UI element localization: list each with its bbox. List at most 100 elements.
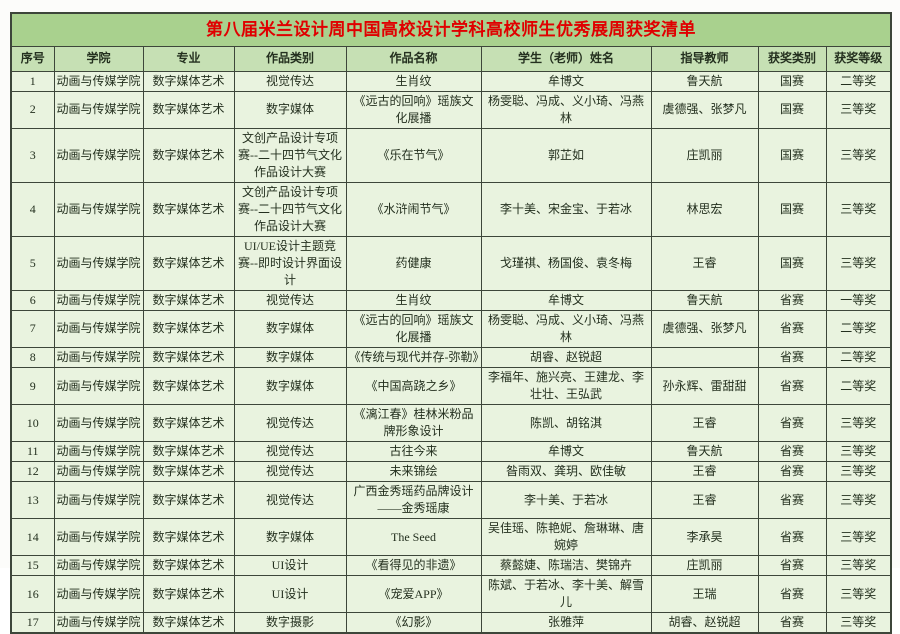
cell-major: 数字媒体艺术 (142, 90, 235, 129)
table-row: 7 动画与传媒学院 数字媒体艺术 数字媒体 《远古的回响》瑶族文化展播 杨雯聪、冯成、义小… (10, 309, 892, 348)
cell-students: 牟博文 (480, 70, 652, 92)
cell-major: 数字媒体艺术 (142, 575, 235, 614)
cell-award_type: 省赛 (757, 441, 827, 463)
cell-category: 数字媒体 (233, 346, 347, 369)
cell-award_level: 三等奖 (825, 518, 892, 557)
cell-college: 动画与传媒学院 (53, 575, 144, 614)
cell-work: 《幻影》 (345, 612, 482, 634)
table-row: 5 动画与传媒学院 数字媒体艺术 UI/UE设计主题竞赛--即时设计界面设计 药健康 戈瑾… (10, 235, 892, 291)
spreadsheet-page: 第八届米兰设计周中国高校设计学科高校师生优秀展周获奖清单 序号 学院 专业 作品类别作… (10, 12, 893, 634)
cell-work: 《宠爱APP》 (345, 575, 482, 614)
cell-category: 数字媒体 (233, 309, 347, 348)
cell-college: 动画与传媒学院 (53, 441, 144, 463)
cell-award_type: 省赛 (757, 575, 827, 614)
cell-award_level: 三等奖 (825, 555, 892, 577)
cell-major: 数字媒体艺术 (142, 346, 235, 369)
cell-award_type: 省赛 (757, 289, 827, 311)
cell-award_type: 省赛 (757, 481, 827, 520)
cell-no: 9 (10, 366, 55, 406)
cell-no: 16 (10, 575, 55, 614)
table-row: 9 动画与传媒学院 数字媒体艺术 数字媒体 《中国高跷之乡》 李福年、施兴亮、王建龙、李壮… (10, 366, 892, 406)
cell-award_type: 省赛 (757, 461, 827, 483)
cell-advisor: 王睿 (650, 235, 759, 291)
award-list-table: 第八届米兰设计周中国高校设计学科高校师生优秀展周获奖清单 序号 学院 专业 作品类别作… (10, 12, 893, 634)
cell-major: 数字媒体艺术 (142, 181, 235, 237)
cell-award_type: 省赛 (757, 366, 827, 406)
table-row: 11 动画与传媒学院 数字媒体艺术 视觉传达 古往今来 牟博文 鲁天航 省赛 三等奖 (10, 441, 892, 463)
cell-award_level: 二等奖 (825, 366, 892, 406)
cell-advisor: 王睿 (650, 481, 759, 520)
cell-students: 郭芷如 (480, 127, 652, 183)
cell-college: 动画与传媒学院 (53, 366, 144, 406)
page-title: 第八届米兰设计周中国高校设计学科高校师生优秀展周获奖清单 (10, 12, 892, 47)
cell-advisor: 鲁天航 (650, 70, 759, 92)
cell-award_level: 三等奖 (825, 90, 892, 129)
cell-no: 5 (10, 235, 55, 291)
cell-award_level: 二等奖 (825, 70, 892, 92)
cell-major: 数字媒体艺术 (142, 127, 235, 183)
cell-no: 6 (10, 289, 55, 311)
title-row: 第八届米兰设计周中国高校设计学科高校师生优秀展周获奖清单 (10, 12, 892, 47)
cell-award_level: 三等奖 (825, 404, 892, 443)
cell-college: 动画与传媒学院 (53, 555, 144, 577)
column-header: 学院 (53, 45, 144, 72)
table-row: 2 动画与传媒学院 数字媒体艺术 数字媒体 《远古的回响》瑶族文化展播 杨雯聪、冯成、义小… (10, 90, 892, 129)
cell-students: 戈瑾祺、杨国俊、袁冬梅 (480, 235, 652, 291)
cell-no: 10 (10, 404, 55, 443)
cell-advisor: 孙永辉、雷甜甜 (650, 366, 759, 406)
cell-award_level: 三等奖 (825, 127, 892, 183)
table-row: 12 动画与传媒学院 数字媒体艺术 视觉传达 未来锦绘 昝雨双、龚玥、欧佳敏 王睿 省赛 三等奖 (10, 461, 892, 483)
cell-award_type: 国赛 (757, 70, 827, 92)
cell-college: 动画与传媒学院 (53, 235, 144, 291)
cell-advisor: 虞德强、张梦凡 (650, 309, 759, 348)
cell-students: 陈凯、胡铭淇 (480, 404, 652, 443)
cell-college: 动画与传媒学院 (53, 309, 144, 348)
cell-major: 数字媒体艺术 (142, 555, 235, 577)
cell-advisor: 鲁天航 (650, 289, 759, 311)
table-row: 17 动画与传媒学院 数字媒体艺术 数字摄影 《幻影》 张雅萍 胡睿、赵锐超 省赛 三等奖 (10, 612, 892, 634)
table-row: 1 动画与传媒学院 数字媒体艺术 视觉传达 生肖纹 牟博文 鲁天航 国赛 二等奖 (10, 70, 892, 92)
cell-advisor: 鲁天航 (650, 441, 759, 463)
cell-work: 未来锦绘 (345, 461, 482, 483)
cell-advisor: 王睿 (650, 461, 759, 483)
table-row: 10 动画与传媒学院 数字媒体艺术 视觉传达 《漓江春》桂林米粉品牌形象设计 陈凯、胡铭淇… (10, 404, 892, 443)
cell-no: 1 (10, 70, 55, 92)
cell-no: 11 (10, 441, 55, 463)
cell-major: 数字媒体艺术 (142, 235, 235, 291)
cell-work: 古往今来 (345, 441, 482, 463)
cell-major: 数字媒体艺术 (142, 70, 235, 92)
column-header: 专业 (142, 45, 235, 72)
column-header: 获奖类别 (757, 45, 827, 72)
cell-advisor: 虞德强、张梦凡 (650, 90, 759, 129)
table-row: 3 动画与传媒学院 数字媒体艺术 文创产品设计专项赛--二十四节气文化作品设计大赛 《乐… (10, 127, 892, 183)
table-row: 6 动画与传媒学院 数字媒体艺术 视觉传达 生肖纹 牟博文 鲁天航 省赛 一等奖 (10, 289, 892, 311)
cell-award_type: 国赛 (757, 181, 827, 237)
cell-advisor: 王睿 (650, 404, 759, 443)
cell-category: 数字媒体 (233, 90, 347, 129)
cell-no: 3 (10, 127, 55, 183)
cell-award_type: 国赛 (757, 235, 827, 291)
cell-work: 广西金秀瑶药品牌设计——金秀瑶康 (345, 481, 482, 520)
cell-no: 7 (10, 309, 55, 348)
cell-students: 牟博文 (480, 289, 652, 311)
cell-award_level: 二等奖 (825, 309, 892, 348)
cell-no: 17 (10, 612, 55, 634)
cell-award_level: 三等奖 (825, 441, 892, 463)
cell-award_type: 省赛 (757, 518, 827, 557)
cell-no: 8 (10, 346, 55, 369)
cell-work: 生肖纹 (345, 289, 482, 311)
cell-advisor: 庄凯丽 (650, 127, 759, 183)
cell-award_level: 三等奖 (825, 235, 892, 291)
cell-no: 12 (10, 461, 55, 483)
cell-college: 动画与传媒学院 (53, 461, 144, 483)
cell-category: UI/UE设计主题竞赛--即时设计界面设计 (233, 235, 347, 291)
cell-students: 李十美、于若冰 (480, 481, 652, 520)
cell-category: 数字媒体 (233, 366, 347, 406)
cell-work: 《漓江春》桂林米粉品牌形象设计 (345, 404, 482, 443)
column-header: 获奖等级 (825, 45, 892, 72)
cell-work: 《中国高跷之乡》 (345, 366, 482, 406)
cell-major: 数字媒体艺术 (142, 461, 235, 483)
cell-college: 动画与传媒学院 (53, 127, 144, 183)
table-row: 14 动画与传媒学院 数字媒体艺术 数字媒体 The Seed 吴佳瑶、陈艳妮、詹琳琳、唐… (10, 518, 892, 557)
cell-award_type: 省赛 (757, 309, 827, 348)
